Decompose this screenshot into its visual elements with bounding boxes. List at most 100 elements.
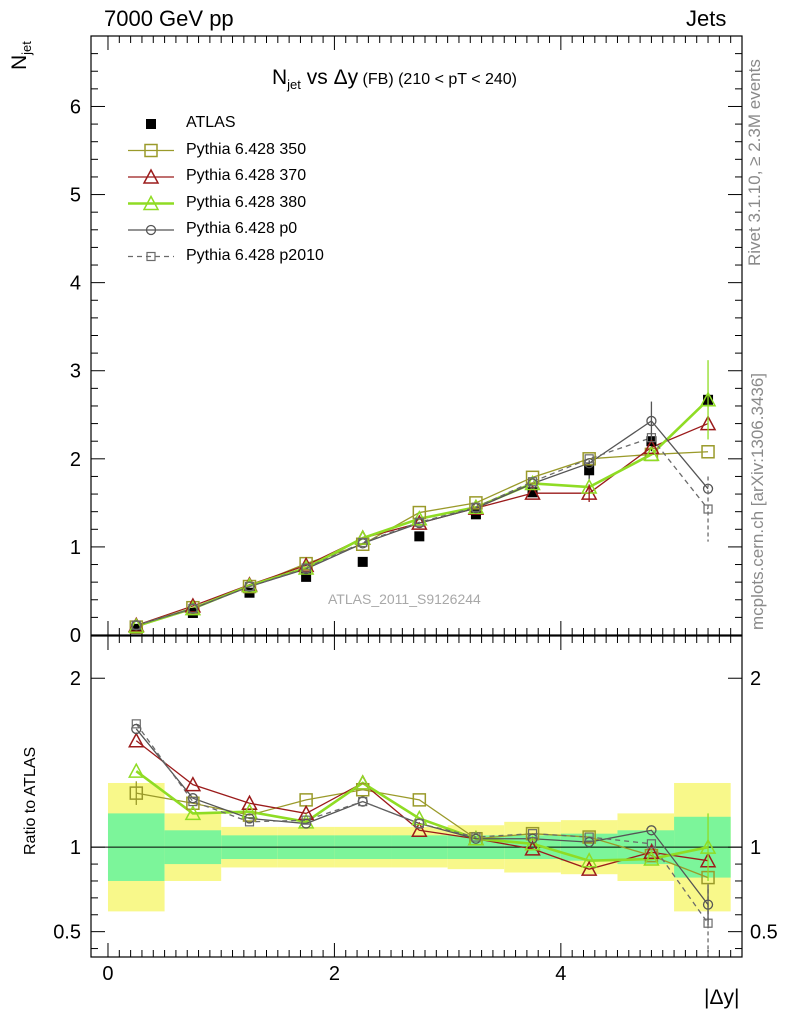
ratio-point-p2010 — [414, 818, 424, 829]
ratio-point-p380 — [354, 774, 371, 790]
main-point-p380 — [643, 445, 660, 462]
y-tick-label: 5 — [70, 185, 81, 207]
main-point-p2010 — [244, 581, 255, 592]
ratio-point-p370 — [241, 794, 258, 811]
ratio-point-p2010 — [527, 829, 538, 839]
legend-marker-p380 — [142, 194, 160, 211]
ylabel-ratio: Ratio to ATLAS — [22, 746, 39, 855]
x-tick-label: 0 — [102, 963, 113, 985]
main-point-p2010 — [358, 537, 368, 548]
ratio-y-tick-label: 2 — [70, 668, 81, 690]
side-text-rivet: Rivet 3.1.10, ≥ 2.3M events — [745, 59, 764, 266]
side-text-mcplots: mcplots.cern.ch [arXiv:1306.3436] — [748, 372, 767, 630]
ylabel-top-sub: jet — [19, 41, 35, 55]
ratio-y-tick-label: 0.5 — [53, 922, 81, 944]
ylabel-top-main: N — [8, 54, 31, 70]
ratio-point-p380 — [643, 850, 660, 866]
main-point-p380 — [354, 529, 371, 545]
legend-marker-p350 — [144, 143, 158, 158]
header-left: 7000 GeV pp — [104, 6, 234, 31]
main-point-p2010 — [471, 502, 481, 512]
ratio-point-p2010 — [244, 817, 255, 827]
plot-title-small: (FB) (210 < pT < 240) — [358, 71, 517, 88]
main-line-p2010 — [136, 436, 709, 626]
header-right: Jets — [686, 6, 727, 31]
ratio-point-p370 — [128, 732, 145, 748]
legend-marker-p2010 — [146, 251, 156, 262]
main-point-p2010 — [584, 454, 594, 464]
xlabel: |Δy| — [704, 986, 740, 1009]
legend-label-p350: Pythia 6.428 350 — [186, 140, 307, 158]
legend-label-data: ATLAS — [186, 114, 236, 131]
legend-label-p380: Pythia 6.428 380 — [186, 193, 307, 211]
ratio-point-p2010 — [131, 719, 141, 729]
main-point-p350 — [469, 496, 483, 510]
ratio-point-p370 — [643, 843, 660, 860]
watermark: ATLAS_2011_S9126244 — [328, 591, 481, 607]
main-point-p2010 — [131, 620, 141, 630]
ratio-point-p0 — [131, 723, 142, 735]
ratio-point-p350 — [582, 830, 596, 844]
y-tick-label: 0 — [70, 625, 81, 647]
main-point-data — [414, 531, 425, 542]
ratio-point-p2010 — [471, 832, 481, 842]
main-point-p350 — [242, 579, 257, 594]
legend-label-p370: Pythia 6.428 370 — [186, 167, 307, 184]
main-point-p2010 — [188, 603, 198, 614]
ratio-line-p370 — [135, 740, 709, 870]
ratio-point-p2010 — [646, 839, 657, 849]
main-point-p2010 — [527, 477, 538, 487]
legend-marker-data — [146, 119, 156, 129]
main-point-p370 — [643, 438, 660, 455]
main-point-p350 — [525, 470, 540, 485]
y-tick-label: 4 — [70, 273, 81, 295]
main-point-p2010 — [414, 517, 424, 527]
plot-title-sub: jet — [287, 77, 301, 93]
plot-title-main: N — [272, 66, 288, 89]
y-tick-label: 6 — [70, 96, 81, 118]
x-tick-label: 2 — [329, 963, 340, 985]
ratio-point-p380 — [580, 852, 598, 868]
legend-marker-p0 — [145, 224, 157, 236]
ratio-y-tick-label-right: 1 — [750, 837, 761, 859]
plot-title-rest: vs Δy — [300, 66, 359, 89]
ratio-frame — [90, 635, 743, 958]
ratio-point-p2010 — [301, 815, 311, 825]
ratio-point-p0 — [584, 836, 595, 848]
ratio-point-p380 — [411, 809, 428, 826]
ratio-y-tick-label: 1 — [70, 837, 81, 859]
ratio-point-p350 — [355, 782, 370, 797]
ylabel-top: Njet — [8, 41, 34, 70]
main-point-data — [301, 571, 312, 582]
ratio-point-p380 — [184, 804, 202, 821]
ratio-point-p370 — [411, 821, 428, 838]
ratio-point-p2010 — [358, 796, 368, 807]
main-point-p350 — [582, 452, 596, 466]
legend-label-p2010: Pythia 6.428 p2010 — [186, 246, 324, 264]
main-point-data — [527, 487, 538, 498]
main-point-data — [584, 465, 595, 476]
y-tick-label: 2 — [70, 449, 81, 471]
main-point-p370 — [524, 484, 541, 500]
plot-title: Njet vs Δy (FB) (210 < pT < 240) — [272, 66, 517, 92]
ratio-point-p2010 — [584, 832, 594, 842]
legend-label-p0: Pythia 6.428 p0 — [186, 220, 298, 237]
main-point-p350 — [701, 445, 715, 459]
ratio-point-p0 — [646, 825, 657, 836]
x-tick-label: 4 — [555, 963, 566, 985]
y-tick-label: 3 — [70, 361, 81, 383]
ratio-point-p350 — [525, 826, 540, 841]
ratio-point-p380 — [128, 762, 145, 778]
main-point-p2010 — [301, 563, 311, 573]
ratio-y-tick-label-right: 0.5 — [750, 922, 778, 944]
ratio-point-p380 — [524, 835, 541, 851]
ratio-point-p370 — [580, 860, 598, 876]
main-point-data — [357, 556, 368, 567]
ratio-y-tick-label-right: 2 — [750, 668, 761, 690]
y-tick-label: 1 — [70, 537, 81, 559]
ratio-point-p370 — [524, 840, 541, 856]
ratio-point-p370 — [184, 776, 202, 792]
legend-marker-p370 — [142, 168, 160, 184]
ratio-point-p350 — [412, 793, 427, 807]
